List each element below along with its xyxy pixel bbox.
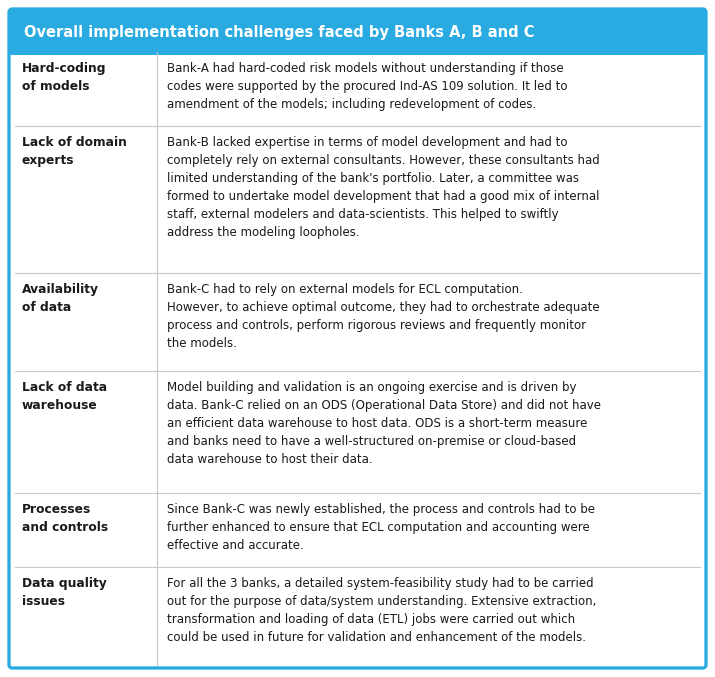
FancyBboxPatch shape (9, 9, 706, 668)
Text: Overall implementation challenges faced by Banks A, B and C: Overall implementation challenges faced … (24, 24, 535, 39)
Text: Lack of domain
experts: Lack of domain experts (22, 135, 127, 167)
FancyBboxPatch shape (9, 9, 706, 55)
Text: Availability
of data: Availability of data (22, 283, 99, 313)
Text: Model building and validation is an ongoing exercise and is driven by
data. Bank: Model building and validation is an ongo… (167, 380, 601, 466)
Text: For all the 3 banks, a detailed system-feasibility study had to be carried
out f: For all the 3 banks, a detailed system-f… (167, 577, 596, 644)
Text: Bank-A had hard-coded risk models without understanding if those
codes were supp: Bank-A had hard-coded risk models withou… (167, 62, 568, 111)
Text: Lack of data
warehouse: Lack of data warehouse (22, 380, 107, 412)
Text: Since Bank-C was newly established, the process and controls had to be
further e: Since Bank-C was newly established, the … (167, 504, 595, 552)
Text: Data quality
issues: Data quality issues (22, 577, 107, 608)
Text: Bank-C had to rely on external models for ECL computation.
However, to achieve o: Bank-C had to rely on external models fo… (167, 283, 600, 350)
Bar (15, 32, 700, 52)
Text: Bank-B lacked expertise in terms of model development and had to
completely rely: Bank-B lacked expertise in terms of mode… (167, 135, 600, 238)
Text: Processes
and controls: Processes and controls (22, 504, 108, 534)
Text: Hard-coding
of models: Hard-coding of models (22, 62, 107, 93)
